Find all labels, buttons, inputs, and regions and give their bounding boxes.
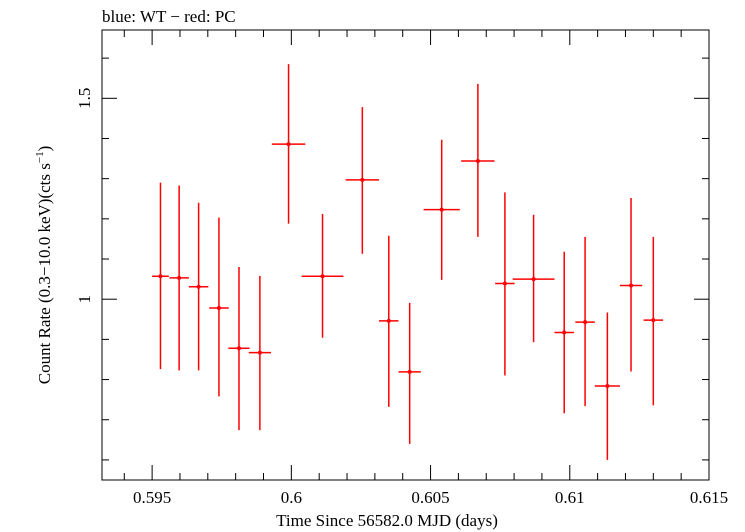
point-marker	[177, 275, 182, 280]
data-point	[512, 214, 555, 343]
x-tick-label: 0.605	[411, 488, 449, 507]
point-marker	[629, 283, 634, 288]
y-tick-label: 1.5	[75, 88, 94, 109]
point-marker	[439, 207, 444, 212]
axis-ticks	[102, 30, 710, 480]
y-tick-label: 1	[75, 295, 94, 304]
point-marker	[583, 320, 588, 325]
point-marker	[286, 142, 291, 147]
y-axis-label: Count Rate (0.3−10.0 keV)(cts s−1)	[34, 146, 54, 385]
data-point	[188, 202, 209, 371]
point-marker	[386, 318, 391, 323]
x-tick-label: 0.6	[281, 488, 302, 507]
data-point	[461, 83, 495, 237]
data-point	[619, 197, 643, 372]
data-point	[169, 185, 189, 371]
data-point	[209, 217, 229, 397]
data-point	[554, 251, 574, 414]
data-point	[379, 235, 399, 407]
x-tick-label: 0.615	[690, 488, 728, 507]
point-marker	[407, 369, 412, 374]
x-tick-label: 0.61	[555, 488, 585, 507]
point-marker	[320, 274, 325, 279]
point-marker	[360, 177, 365, 182]
point-marker	[651, 318, 656, 323]
data-point	[248, 275, 272, 431]
point-marker	[531, 277, 536, 282]
point-marker	[196, 284, 201, 289]
point-marker	[502, 281, 507, 286]
data-point	[423, 139, 460, 280]
data-point	[594, 312, 620, 460]
data-point	[643, 236, 664, 406]
data-point	[152, 182, 169, 370]
plot-frame	[101, 29, 710, 481]
data-point	[301, 214, 344, 338]
data-point	[271, 64, 306, 224]
point-marker	[236, 346, 241, 351]
point-marker	[475, 158, 480, 163]
point-marker	[562, 330, 567, 335]
point-marker	[158, 274, 163, 279]
data-point	[228, 267, 250, 431]
data-point	[495, 192, 515, 376]
point-marker	[605, 383, 610, 388]
axis-tick-labels: 0.595 0.6 0.605 0.61 0.615 1 1.5	[75, 88, 728, 507]
data-point	[575, 236, 595, 407]
chart-title: blue: WT − red: PC	[102, 7, 236, 26]
data-point	[345, 107, 380, 254]
x-tick-label: 0.595	[133, 488, 171, 507]
point-marker	[216, 306, 221, 311]
point-marker	[257, 350, 262, 355]
data-point	[398, 302, 421, 444]
data-points	[152, 64, 664, 460]
x-axis-label: Time Since 56582.0 MJD (days)	[276, 511, 498, 530]
